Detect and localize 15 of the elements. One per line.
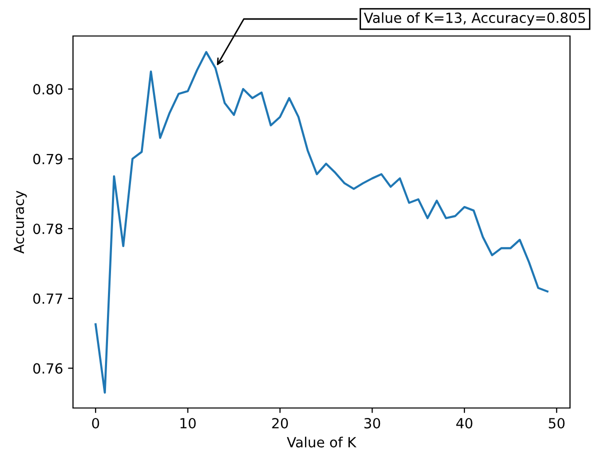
y-tick-label: 0.79 [33, 154, 62, 164]
y-tick-label: 0.77 [33, 293, 62, 304]
annotation: Value of K=13, Accuracy=0.805 [364, 12, 585, 26]
x-tick-label: 50 [548, 418, 565, 428]
line-series [94, 51, 548, 394]
y-axis-title: Accuracy [14, 190, 27, 254]
x-tick-label: 40 [456, 418, 472, 428]
x-axis-title: Value of K [286, 436, 357, 448]
x-tick-label: 20 [272, 418, 288, 428]
x-tick-label: 30 [364, 418, 380, 428]
x-tick-label: 0 [92, 418, 100, 428]
y-tick-label: 0.80 [33, 84, 62, 95]
x-tick-label: 10 [180, 418, 196, 428]
y-tick-label: 0.78 [33, 224, 62, 234]
y-tick-label: 0.76 [33, 363, 62, 374]
